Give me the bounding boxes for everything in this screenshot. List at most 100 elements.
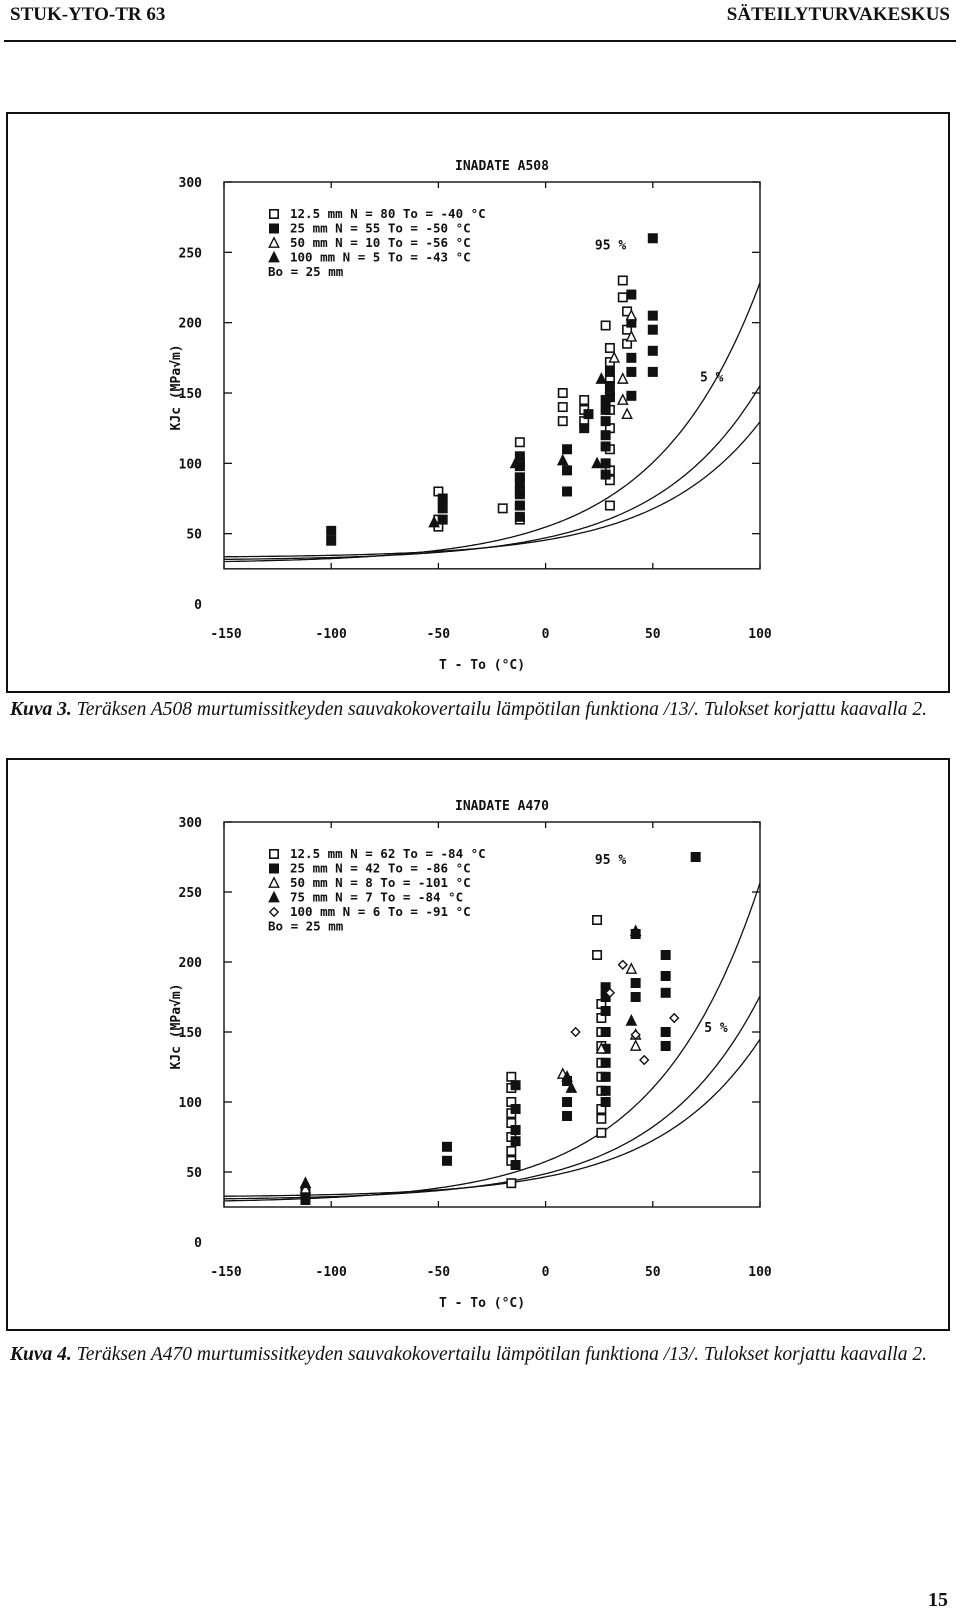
data-point-filled-square [600,458,611,469]
data-point-filled-square [604,366,615,377]
data-point-filled-triangle [629,924,642,937]
data-point-filled-square [441,1155,452,1166]
curve-label-5: 5 % [700,371,724,386]
y-tick-label: 50 [186,1166,202,1181]
data-point-filled-triangle [556,453,569,466]
data-point-filled-square [514,511,525,522]
legend-marker-open-triangle [268,876,280,888]
data-point-filled-square [562,486,573,497]
data-point-filled-square [600,416,611,427]
data-point-open-triangle [595,1042,608,1054]
data-point-open-diamond [570,1026,581,1038]
legend: 12.5 mm N = 62 To = -84 °C25 mm N = 42 T… [268,846,486,934]
legend-marker-open-triangle [268,236,280,248]
data-point-filled-square [600,1006,611,1017]
data-point-open-square [617,292,628,303]
running-header-right: SÄTEILYTURVAKESKUS [726,4,950,25]
data-point-open-square [557,416,568,427]
legend-entry: 12.5 mm N = 62 To = -84 °C [290,846,486,861]
plot-frame [223,181,761,570]
data-point-open-triangle [625,308,638,321]
data-point-filled-square [626,289,637,300]
data-point-open-triangle [299,1182,312,1194]
data-point-filled-square [600,1071,611,1082]
data-point-open-square [596,1127,607,1138]
data-point-open-diamond [604,987,616,998]
y-tick-label: 200 [179,956,203,971]
data-point-open-diamond [630,1029,641,1040]
data-point-filled-square [441,1141,452,1152]
x-axis-title: T - To (°C) [439,1296,525,1311]
x-tick-label: -100 [316,627,347,642]
chart-title: INADATE A508 [455,159,549,174]
plot-frame [223,821,761,1208]
data-point-filled-square [510,1080,521,1091]
data-point-open-square [514,437,525,448]
data-point-filled-triangle [595,372,608,384]
x-tick-label: 100 [748,1265,772,1280]
data-point-filled-square [647,310,658,321]
header-rule [4,40,956,42]
curve-label-95: 95 % [595,853,626,868]
data-points [299,852,701,1205]
x-axis-title: T - To (°C) [439,658,525,673]
data-point-filled-square [600,430,611,441]
data-point-filled-square [626,366,637,377]
curve-95-percent [224,282,760,563]
data-point-filled-square [647,345,658,356]
curve-5-percent [224,1038,760,1197]
data-point-filled-square [630,992,641,1003]
data-point-filled-square [600,1096,611,1107]
data-point-open-square [506,1178,517,1189]
y-tick-label: 150 [179,1026,203,1041]
data-point-filled-triangle [561,1070,573,1082]
data-point-filled-triangle [428,515,440,528]
data-point-open-triangle [629,1039,642,1051]
y-tick-label: 250 [179,246,203,261]
data-point-filled-square [600,404,611,415]
x-tick-label: 50 [645,627,661,642]
curve-label-95: 95 % [595,239,626,254]
data-point-filled-square [562,1096,573,1107]
data-point-filled-square [600,441,611,452]
y-tick-label: 300 [179,816,203,831]
legend-marker-filled-square [268,863,279,874]
figure-a470-caption-label: Kuva 4. [10,1344,72,1365]
data-point-open-square [557,387,568,398]
curve-5-percent [224,421,760,558]
legend-entry: 100 mm N = 6 To = -91 °C [290,904,471,919]
x-tick-label: -100 [316,1265,347,1280]
x-tick-label: 100 [748,627,772,642]
data-point-filled-square [514,500,525,511]
curve-label-5: 5 % [704,1021,728,1036]
figure-a508-caption: Kuva 3. Teräksen A508 murtumissitkeyden … [10,697,950,723]
x-tick-label: -50 [427,627,451,642]
data-point-filled-square [604,380,615,391]
data-point-filled-square [660,1040,671,1051]
data-point-open-square [604,500,615,511]
data-point-open-square [596,1113,607,1124]
data-point-filled-square [647,366,658,377]
legend-entry: 25 mm N = 55 To = -50 °C [290,221,471,236]
figure-a470-caption-text: Teräksen A470 murtumissitkeyden sauvakok… [71,1344,927,1365]
data-point-open-square [579,395,590,406]
data-point-open-triangle [625,962,638,974]
data-point-open-triangle [621,407,633,419]
y-tick-label: 250 [179,886,203,901]
data-point-open-triangle [625,329,638,342]
data-point-filled-square [626,390,637,401]
data-point-open-diamond [617,959,628,970]
legend-marker-open-square [268,849,279,860]
figure-a508-chart: INADATE A508 0 50 100 150 200 250 300 -150 -100 -5… [169,159,772,673]
data-point-filled-square [326,535,337,546]
data-point-filled-square [660,987,671,998]
y-tick-label: 300 [179,176,203,191]
data-point-filled-square [600,1085,611,1096]
data-point-filled-square [583,409,594,420]
data-point-filled-square [510,1103,521,1114]
data-point-filled-square [514,479,525,490]
x-tick-label: -50 [427,1265,451,1280]
data-point-filled-triangle [509,456,522,469]
data-point-open-square [592,950,603,961]
data-point-filled-square [510,1159,521,1170]
